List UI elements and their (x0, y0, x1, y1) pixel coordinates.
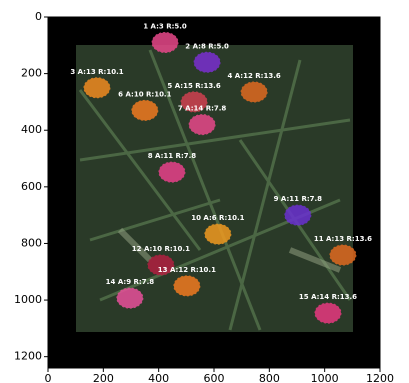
region-label: 9 A:11 R:7.8 (274, 195, 323, 203)
region (159, 162, 185, 182)
region-label: 12 A:10 R:10.1 (132, 245, 190, 253)
region-label: 1 A:3 R:5.0 (143, 22, 187, 30)
region (117, 288, 143, 308)
x-tick-label: 0 (45, 372, 52, 383)
region-label: 3 A:13 R:10.1 (70, 68, 123, 76)
region (241, 82, 267, 102)
region-label: 14 A:9 R:7.8 (106, 278, 155, 286)
region-label: 15 A:14 R:13.6 (299, 293, 357, 301)
region (205, 224, 231, 244)
region (285, 205, 311, 225)
x-tick-label: 1000 (311, 372, 339, 383)
y-tick-label: 400 (21, 123, 42, 136)
region-label: 13 A:12 R:10.1 (158, 266, 216, 274)
region-label: 6 A:10 R:10.1 (118, 90, 171, 98)
x-tick-label: 800 (259, 372, 280, 383)
y-tick-label: 1200 (14, 350, 42, 363)
y-tick-label: 200 (21, 67, 42, 80)
chart: 0200400600800100012000200400600800100012… (0, 0, 409, 383)
x-tick-label: 400 (148, 372, 169, 383)
region (315, 303, 341, 323)
region-label: 11 A:13 R:13.6 (314, 235, 372, 243)
region-label: 4 A:12 R:13.6 (227, 72, 280, 80)
y-tick-label: 1000 (14, 293, 42, 306)
region (152, 32, 178, 52)
region (174, 276, 200, 296)
y-tick-label: 600 (21, 180, 42, 193)
region (330, 245, 356, 265)
region (84, 78, 110, 98)
region-label: 7 A:14 R:7.8 (178, 105, 227, 113)
region-label: 5 A:15 R:13.6 (167, 82, 220, 90)
region (189, 115, 215, 135)
region-label: 2 A:8 R:5.0 (185, 42, 229, 50)
x-tick-label: 200 (93, 372, 114, 383)
x-tick-label: 600 (204, 372, 225, 383)
region (132, 100, 158, 120)
y-tick-label: 800 (21, 236, 42, 249)
region (194, 52, 220, 72)
region-label: 8 A:11 R:7.8 (148, 152, 197, 160)
region-label: 10 A:6 R:10.1 (191, 214, 244, 222)
y-tick-label: 0 (35, 10, 42, 23)
x-tick-label: 1200 (366, 372, 394, 383)
